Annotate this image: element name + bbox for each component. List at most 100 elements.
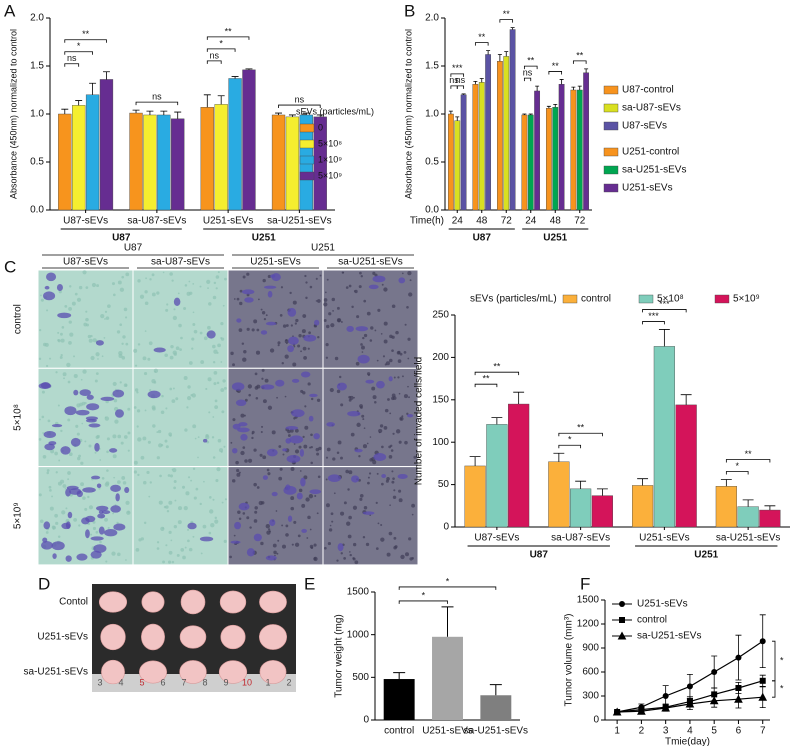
texture — [123, 307, 128, 312]
texture — [325, 503, 330, 508]
texture — [348, 470, 353, 475]
bar — [576, 89, 583, 211]
texture — [186, 406, 189, 409]
texture — [208, 531, 212, 535]
texture — [144, 330, 147, 332]
texture — [183, 376, 188, 380]
y-axis-label: Absorbance (450nm) normalized to control — [403, 29, 413, 199]
x-tick-label: U87-sEVs — [474, 533, 519, 544]
texture — [255, 350, 261, 355]
texture — [117, 280, 122, 285]
cell — [101, 510, 111, 515]
cell — [282, 448, 288, 452]
texture — [88, 505, 94, 510]
texture — [316, 398, 321, 402]
x-axis-label: Time(h) — [410, 216, 444, 227]
texture — [316, 452, 320, 456]
texture — [210, 523, 215, 528]
cell — [242, 289, 255, 295]
texture — [242, 512, 246, 515]
texture — [248, 458, 253, 463]
texture — [236, 472, 241, 477]
x-tick-label: 3 — [663, 726, 669, 737]
cell — [260, 330, 268, 335]
texture — [361, 414, 365, 418]
texture — [119, 287, 125, 292]
x-tick-label: sa-U87-sEVs — [551, 533, 610, 544]
texture — [184, 284, 188, 287]
texture — [295, 318, 299, 323]
texture — [349, 551, 351, 553]
texture — [307, 382, 311, 386]
error-bar — [288, 114, 296, 117]
texture — [172, 468, 177, 473]
marker — [662, 693, 669, 699]
texture — [238, 517, 242, 520]
x-tick-label: 72 — [501, 216, 513, 227]
texture — [207, 325, 211, 330]
group-label: U87 — [530, 550, 549, 561]
marker — [711, 669, 718, 675]
texture — [239, 301, 243, 306]
texture — [310, 433, 313, 437]
error-bar — [302, 112, 310, 115]
texture — [241, 342, 245, 345]
texture — [363, 333, 368, 338]
texture — [246, 516, 250, 520]
texture — [305, 296, 308, 300]
texture — [317, 475, 321, 479]
legend-title: sEVs (particles/mL) — [470, 294, 557, 305]
texture — [214, 519, 219, 524]
texture — [95, 435, 100, 440]
cell — [327, 474, 342, 482]
error-bar — [742, 499, 754, 507]
texture — [192, 311, 195, 314]
micrograph-row: 5×10⁸ — [13, 404, 24, 431]
texture — [369, 458, 373, 462]
texture — [370, 326, 374, 330]
cell — [110, 505, 121, 513]
texture — [199, 331, 203, 335]
texture — [54, 451, 58, 456]
texture — [133, 460, 138, 465]
texture — [388, 455, 393, 459]
significance-label: ns — [295, 94, 305, 104]
texture — [392, 477, 395, 480]
texture — [332, 457, 336, 461]
texture — [360, 275, 363, 278]
cell — [300, 477, 306, 487]
bar — [472, 84, 479, 211]
tumor — [141, 623, 165, 651]
texture — [84, 440, 87, 443]
texture — [302, 314, 307, 318]
texture — [50, 449, 55, 454]
texture — [366, 311, 371, 316]
significance-label: * — [568, 435, 572, 445]
texture — [42, 454, 47, 459]
texture — [84, 401, 87, 405]
panel-label: A — [4, 1, 16, 20]
legend-swatch — [603, 121, 619, 131]
texture — [160, 526, 165, 531]
texture — [398, 498, 403, 503]
texture — [401, 415, 404, 418]
texture — [187, 476, 191, 479]
texture — [90, 334, 93, 338]
x-tick-label: sa-U251-sEVs — [267, 216, 331, 227]
legend-title: sEVs (particles/mL) — [296, 106, 374, 116]
texture — [267, 405, 273, 410]
texture — [348, 515, 352, 520]
y-tick-label: 300 — [582, 691, 599, 702]
legend-label: 5×10⁹ — [733, 294, 760, 305]
cell — [246, 548, 255, 557]
y-tick-label: 500 — [352, 672, 369, 683]
significance-label: * — [77, 41, 81, 51]
texture — [57, 331, 60, 334]
texture — [68, 320, 72, 324]
row-label: sa-U251-sEVs — [24, 667, 88, 678]
significance-bracket — [206, 48, 236, 52]
micrograph-column: U87-sEVs — [63, 257, 108, 268]
tumor — [100, 623, 126, 651]
texture — [177, 506, 183, 511]
texture — [287, 430, 291, 434]
